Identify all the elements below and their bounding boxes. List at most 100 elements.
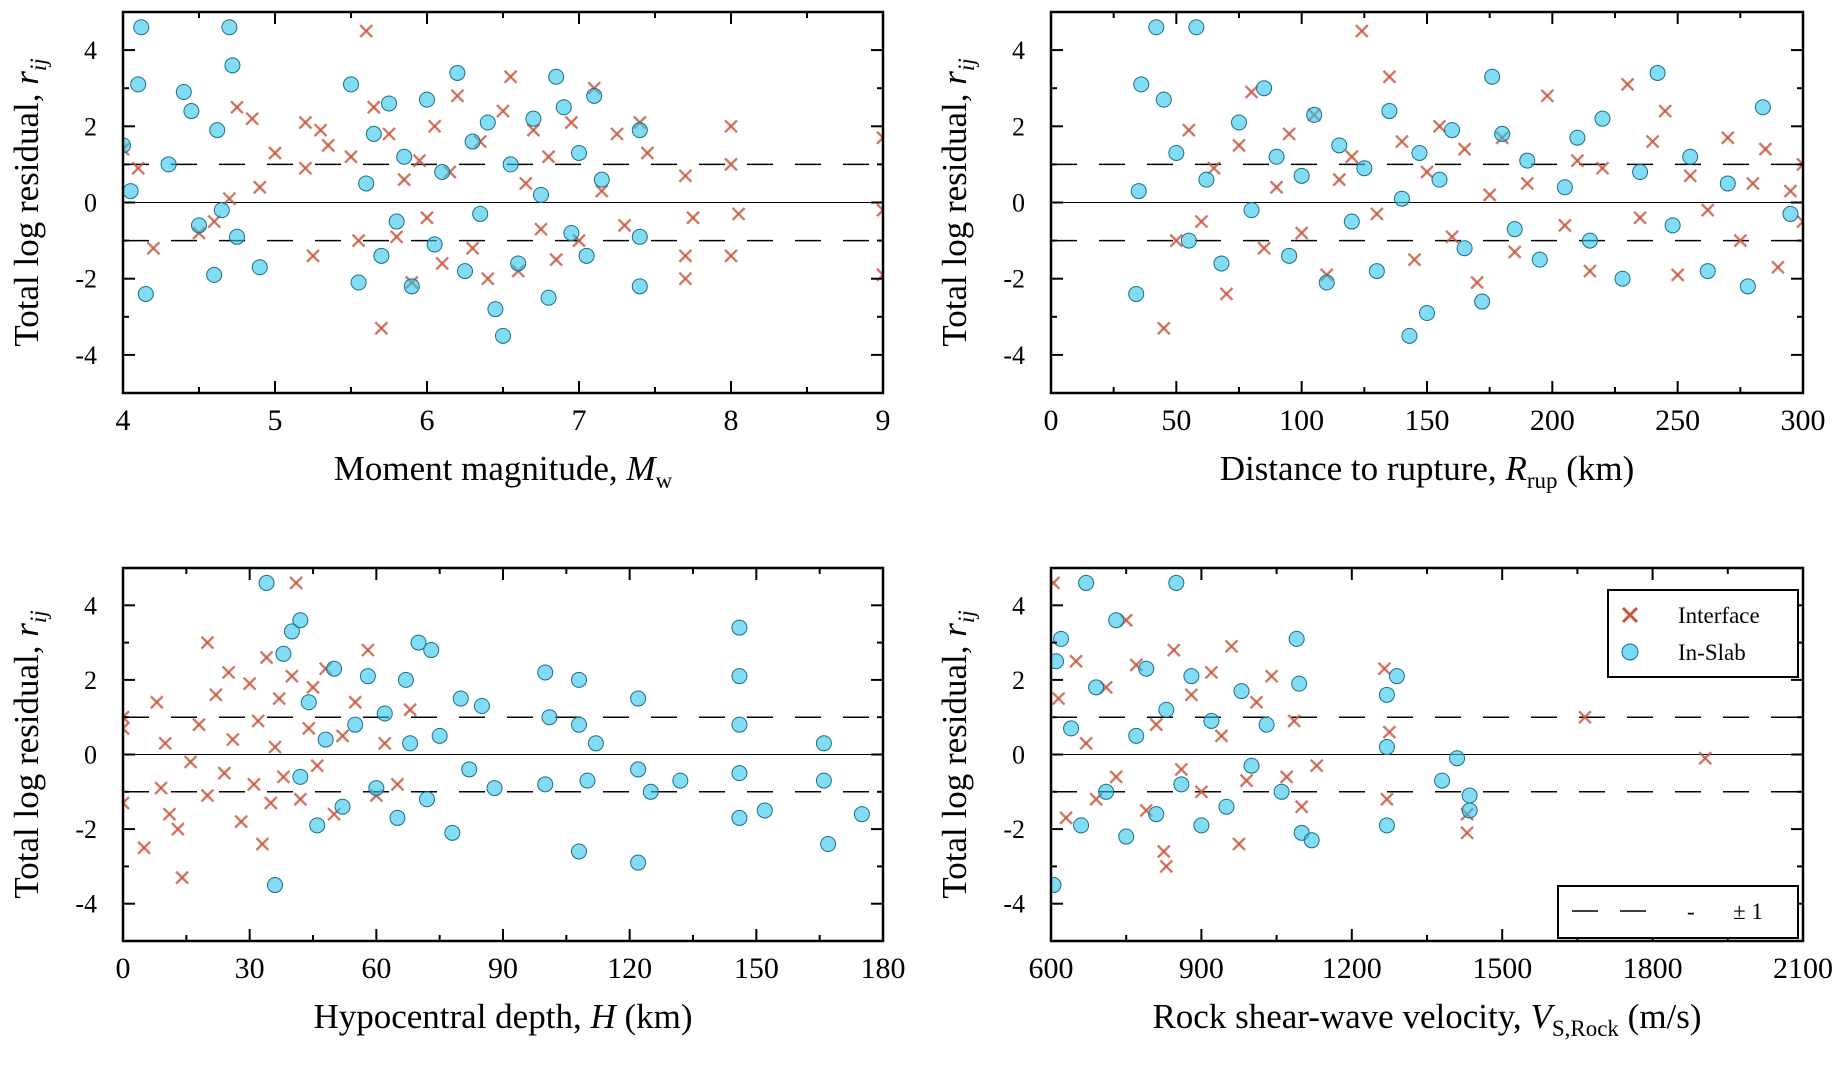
inslab-point xyxy=(1158,701,1175,718)
inslab-point xyxy=(815,772,832,789)
interface-point xyxy=(123,796,130,810)
inslab-point xyxy=(1063,720,1080,737)
inslab-point xyxy=(510,255,527,272)
x-tick-label: 6 xyxy=(420,404,435,437)
inslab-point xyxy=(631,278,648,295)
interface-point xyxy=(465,241,480,256)
inslab-point xyxy=(1682,148,1699,165)
inslab-point xyxy=(133,19,150,36)
inslab-point xyxy=(731,716,748,733)
inslab-point xyxy=(350,274,367,291)
interface-point xyxy=(171,822,185,836)
interface-point xyxy=(1470,275,1484,290)
interface-point xyxy=(1279,770,1294,784)
interface-point xyxy=(480,271,495,286)
inslab-point xyxy=(309,817,326,834)
interface-point xyxy=(1420,165,1434,179)
inslab-point xyxy=(1449,750,1466,767)
inslab-point xyxy=(1183,668,1200,685)
inslab-point xyxy=(1133,76,1150,93)
y-tick-label: -4 xyxy=(1003,341,1025,370)
interface-point xyxy=(427,119,442,134)
inslab-point xyxy=(1281,247,1298,264)
inslab-point xyxy=(1434,772,1451,789)
inslab-point xyxy=(1130,183,1147,200)
inslab-point xyxy=(486,780,503,797)
interface-point xyxy=(1156,844,1171,859)
interface-point xyxy=(1309,758,1324,773)
interface-point xyxy=(1595,161,1610,176)
inslab-point xyxy=(444,824,461,841)
interface-point xyxy=(1645,134,1660,149)
inslab-point xyxy=(1168,574,1185,591)
inslab-point xyxy=(123,137,131,154)
y-tick-label: 0 xyxy=(1012,189,1025,218)
inslab-point xyxy=(578,247,595,264)
inslab-point xyxy=(472,205,489,222)
inslab-point xyxy=(1188,19,1205,36)
interface-point xyxy=(686,210,700,225)
inslab-point xyxy=(365,125,382,142)
inslab-point xyxy=(1098,783,1115,800)
interface-point xyxy=(1354,24,1369,38)
inslab-point xyxy=(1531,251,1548,268)
inslab-point xyxy=(464,133,481,150)
interface-point xyxy=(1783,184,1798,198)
inslab-point xyxy=(586,87,603,104)
inslab-point xyxy=(347,716,364,733)
inslab-point xyxy=(1218,798,1235,815)
inslab-point xyxy=(1368,263,1385,280)
inslab-point xyxy=(1108,612,1125,629)
interface-point xyxy=(1658,104,1672,118)
interface-point xyxy=(1239,773,1254,788)
interface-point xyxy=(1232,837,1246,851)
inslab-point xyxy=(123,183,139,200)
x-axis-label: Rock shear-wave velocity, VS,Rock (m/s) xyxy=(1152,997,1701,1041)
inslab-point xyxy=(631,122,648,139)
inslab-point xyxy=(130,76,147,93)
interface-point xyxy=(1746,176,1760,191)
y-tick-label: 0 xyxy=(84,189,97,218)
interface-point xyxy=(1214,729,1229,743)
interface-point xyxy=(149,695,164,710)
inslab-point xyxy=(1053,630,1070,647)
legend-interface-marker xyxy=(1621,606,1639,624)
inslab-point xyxy=(571,144,587,161)
interface-point xyxy=(123,710,130,725)
legend-inslab-label: In-Slab xyxy=(1678,640,1746,665)
inslab-point xyxy=(630,690,647,707)
interface-point xyxy=(1079,736,1093,751)
inslab-point xyxy=(267,877,283,894)
inslab-point xyxy=(853,806,870,823)
sigma-legend-dash: - xyxy=(1687,899,1695,924)
inslab-point xyxy=(1258,716,1275,733)
inslab-point xyxy=(326,660,343,677)
x-tick-label: 900 xyxy=(1179,952,1224,985)
inslab-point xyxy=(1719,175,1736,192)
y-tick-label: -4 xyxy=(1003,890,1025,919)
interface-point xyxy=(298,115,313,130)
y-tick-label: -2 xyxy=(75,815,97,844)
interface-point xyxy=(1194,214,1209,229)
legend-interface-label: Interface xyxy=(1678,603,1760,628)
inslab-point xyxy=(368,780,385,797)
interface-point xyxy=(678,168,693,183)
interface-point xyxy=(403,702,417,717)
y-axis-label: Total log residual, rij xyxy=(7,610,51,898)
inslab-point xyxy=(1594,110,1611,127)
interface-point xyxy=(876,130,883,145)
interface-point xyxy=(310,758,325,773)
interface-point xyxy=(289,576,303,590)
x-tick-label: 300 xyxy=(1781,404,1826,437)
inslab-point xyxy=(1268,148,1285,165)
inslab-point xyxy=(334,798,351,815)
x-tick-label: 5 xyxy=(268,404,283,437)
x-axis-label: Distance to rupture, Rrup (km) xyxy=(1220,449,1635,493)
x-tick-label: 180 xyxy=(861,952,906,985)
inslab-point xyxy=(1411,144,1428,161)
x-tick-label: 8 xyxy=(724,404,739,437)
inslab-point xyxy=(1754,99,1771,116)
interface-point xyxy=(1182,123,1196,137)
inslab-point xyxy=(1474,293,1491,310)
